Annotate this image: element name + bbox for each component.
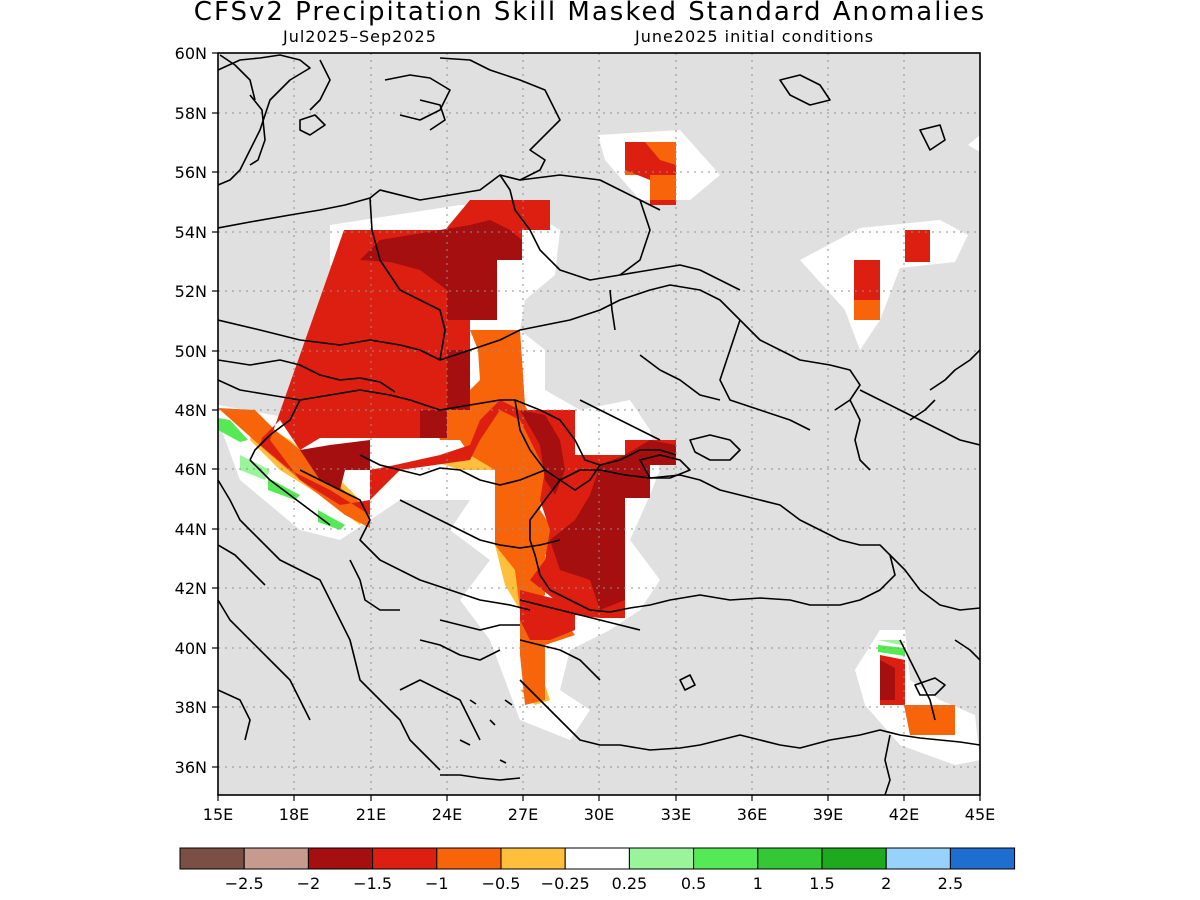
lat-label: 44N	[175, 520, 207, 539]
lon-label: 36E	[737, 805, 767, 824]
colorbar-label: −2	[297, 874, 321, 893]
lon-label: 27E	[508, 805, 538, 824]
lat-label: 60N	[175, 44, 207, 63]
colorbar-label: 2	[881, 874, 891, 893]
colorbar-swatch	[821, 847, 887, 870]
colorbar-swatch	[500, 847, 566, 870]
lat-label: 38N	[175, 698, 207, 717]
latitude-labels: 60N 58N 56N 54N 52N 50N 48N 46N 44N 42N …	[175, 44, 207, 777]
colorbar-legend: −2.5 −2 −1.5 −1 −0.5 −0.25 0.25 0.5 1 1.5 2 2.5	[179, 847, 1016, 893]
axis-ticks	[212, 52, 981, 801]
longitude-labels: 15E 18E 21E 24E 27E 30E 33E 36E 39E 42E …	[203, 805, 995, 824]
colorbar-label: −2.5	[225, 874, 264, 893]
valid-period-subtitle: Jul2025–Sep2025	[283, 27, 437, 46]
lat-label: 50N	[175, 342, 207, 361]
lon-label: 45E	[965, 805, 995, 824]
colorbar-swatch	[564, 847, 630, 870]
lon-label: 15E	[203, 805, 233, 824]
lon-label: 33E	[661, 805, 691, 824]
colorbar-label: 0.5	[681, 874, 706, 893]
lon-label: 30E	[584, 805, 614, 824]
colorbar-swatch	[436, 847, 502, 870]
colorbar-swatch	[372, 847, 438, 870]
colorbar-label: 1	[753, 874, 763, 893]
lon-label: 39E	[813, 805, 843, 824]
colorbar-label: 2.5	[938, 874, 963, 893]
lat-label: 42N	[175, 579, 207, 598]
colorbar-swatch	[693, 847, 759, 870]
colorbar-swatch	[243, 847, 309, 870]
initial-conditions-subtitle: June2025 initial conditions	[635, 27, 875, 46]
map-title: CFSv2 Precipitation Skill Masked Standar…	[193, 0, 987, 27]
lon-label: 42E	[889, 805, 919, 824]
lat-label: 58N	[175, 104, 207, 123]
coastlines-and-borders	[218, 54, 980, 795]
colorbar-label: −0.25	[541, 874, 590, 893]
colorbar-swatch	[885, 847, 951, 870]
colorbar-swatch	[757, 847, 823, 870]
colorbar-swatch	[949, 847, 1016, 870]
lat-label: 56N	[175, 163, 207, 182]
colorbar-swatch	[628, 847, 695, 870]
map-plot-area	[218, 53, 980, 795]
colorbar-swatch	[179, 847, 245, 870]
lat-label: 36N	[175, 758, 207, 777]
colorbar-swatch	[307, 847, 374, 870]
strong-dry-areas	[300, 220, 895, 700]
lat-label: 52N	[175, 282, 207, 301]
colorbar-label: −1.5	[353, 874, 392, 893]
lat-lon-grid	[218, 53, 980, 795]
lat-label: 40N	[175, 639, 207, 658]
colorbar-label: 1.5	[809, 874, 834, 893]
lat-label: 48N	[175, 401, 207, 420]
lon-label: 24E	[432, 805, 462, 824]
colorbar-label: −1	[425, 874, 449, 893]
lat-label: 46N	[175, 460, 207, 479]
colorbar-label: 0.25	[612, 874, 648, 893]
lon-label: 21E	[356, 805, 386, 824]
colorbar-label: −0.5	[482, 874, 521, 893]
lat-label: 54N	[175, 223, 207, 242]
lon-label: 18E	[279, 805, 309, 824]
